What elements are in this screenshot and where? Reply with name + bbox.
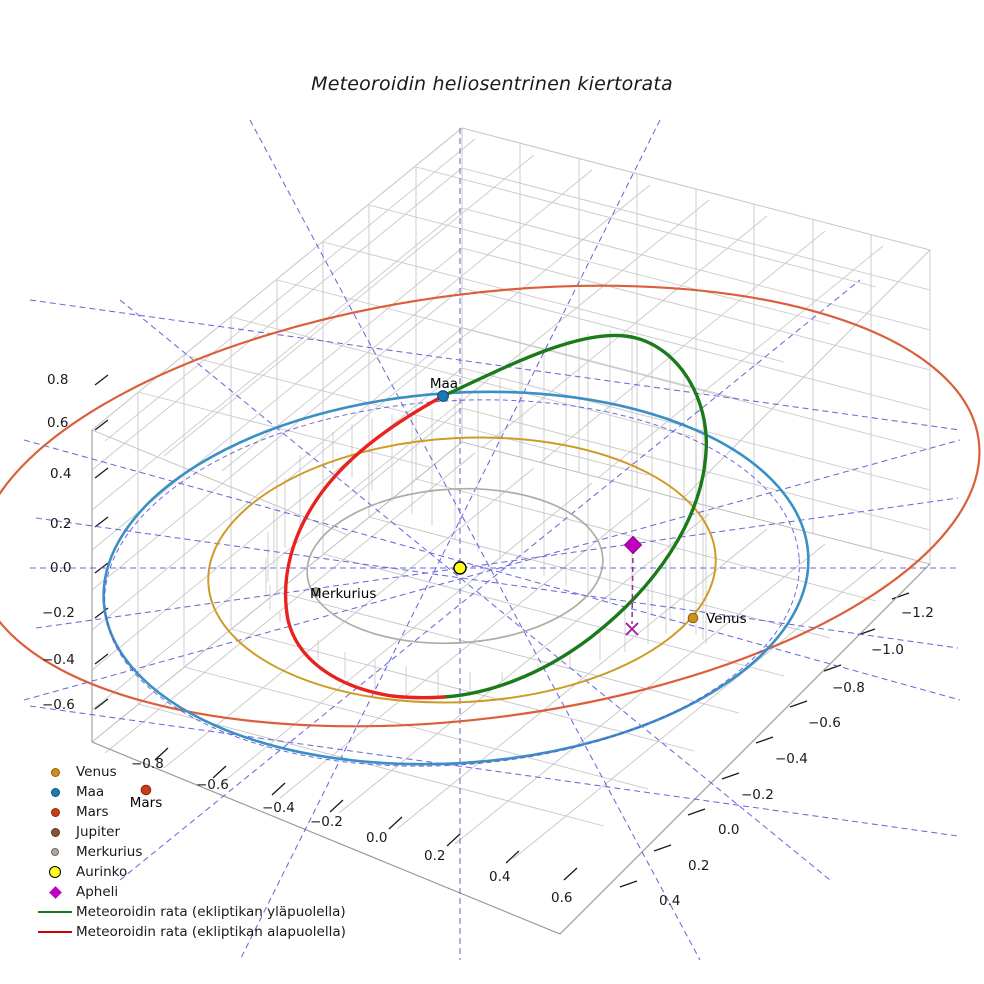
legend-marker-icon (34, 911, 76, 913)
legend-item-label: Meteoroidin rata (ekliptikan yläpuolella… (76, 904, 346, 920)
z-tick-0: 0.8 (47, 372, 68, 388)
legend-item-label: Venus (76, 764, 117, 780)
y-tick-6: −0.8 (832, 680, 865, 696)
label-mars: Mars (130, 795, 163, 811)
z-tick-6: −0.4 (42, 652, 75, 668)
legend-item-label: Mars (76, 804, 109, 820)
sun-marker[interactable] (453, 561, 467, 575)
legend-item-0[interactable]: Venus (34, 762, 354, 782)
meteoroid-orbit-above (441, 333, 709, 699)
mercury-marker[interactable] (311, 587, 321, 597)
legend-item-1[interactable]: Maa (34, 782, 354, 802)
x-tick-6: 0.4 (489, 869, 510, 885)
x-tick-1: −0.6 (196, 777, 229, 793)
legend-item-label: Aurinko (76, 864, 128, 880)
page-title: Meteoroidin heliosentrinen kiertorata (311, 73, 673, 95)
legend-item-label: Meteoroidin rata (ekliptikan alapuolella… (76, 924, 346, 940)
z-tick-5: −0.2 (42, 605, 75, 621)
legend-item-8[interactable]: Meteoroidin rata (ekliptikan alapuolella… (34, 922, 354, 942)
legend-marker-icon (34, 885, 76, 899)
meteoroid-orbit-below (283, 394, 446, 700)
earth-marker[interactable] (437, 390, 449, 402)
y-tick-4: −0.4 (775, 751, 808, 767)
label-merkurius: Merkurius (310, 586, 376, 602)
y-tick-0: 0.4 (659, 893, 680, 909)
legend-item-6[interactable]: Apheli (34, 882, 354, 902)
legend-item-4[interactable]: Merkurius (34, 842, 354, 862)
x-tick-3: −0.2 (310, 814, 343, 830)
x-tick-5: 0.2 (424, 848, 445, 864)
mars-marker[interactable] (140, 784, 152, 796)
legend-item-label: Jupiter (76, 824, 121, 840)
legend-marker-icon (34, 931, 76, 933)
z-tick-2: 0.4 (50, 466, 71, 482)
legend-item-7[interactable]: Meteoroidin rata (ekliptikan yläpuolella… (34, 902, 354, 922)
x-tick-4: 0.0 (366, 830, 387, 846)
y-tick-7: −1.0 (871, 642, 904, 658)
legend-item-5[interactable]: Aurinko (34, 862, 354, 882)
x-axis-tick-labels: −0.8 −0.6 −0.4 −0.2 0.0 0.2 0.4 0.6 (131, 756, 572, 906)
z-tick-3: 0.2 (50, 516, 71, 532)
label-maa: Maa (430, 376, 458, 392)
x-tick-7: 0.6 (551, 890, 572, 906)
legend-marker-icon (34, 848, 76, 856)
legend-item-3[interactable]: Jupiter (34, 822, 354, 842)
z-axis-tick-labels: 0.8 0.6 0.4 0.2 0.0 −0.2 −0.4 −0.6 (42, 372, 75, 713)
aphelion-dropline (625, 548, 639, 636)
y-tick-2: 0.0 (718, 822, 739, 838)
legend: Venus Maa Mars Jupiter Merkurius Aurinko Aphel… (34, 762, 354, 942)
z-tick-4: 0.0 (50, 560, 71, 576)
orbit-mars (0, 284, 981, 728)
legend-item-label: Merkurius (76, 844, 143, 860)
legend-marker-icon (34, 827, 76, 837)
venus-marker[interactable] (687, 612, 699, 624)
legend-marker-icon (34, 807, 76, 817)
legend-item-label: Maa (76, 784, 105, 800)
label-venus: Venus (706, 611, 747, 627)
orbit-venus (207, 436, 717, 704)
legend-marker-icon (34, 787, 76, 797)
x-tick-2: −0.4 (262, 800, 295, 816)
z-tick-1: 0.6 (47, 415, 68, 431)
y-tick-5: −0.6 (808, 715, 841, 731)
orbit-mercury (306, 487, 604, 645)
y-tick-3: −0.2 (741, 787, 774, 803)
y-axis-tick-labels: 0.4 0.2 0.0 −0.2 −0.4 −0.6 −0.8 −1.0 −1.2 (659, 605, 934, 909)
legend-marker-icon (34, 767, 76, 777)
legend-item-2[interactable]: Mars (34, 802, 354, 822)
legend-marker-icon (34, 866, 76, 878)
aphelion-marker[interactable] (623, 535, 643, 555)
x-tick-0: −0.8 (131, 756, 164, 772)
legend-item-label: Apheli (76, 884, 119, 900)
y-tick-1: 0.2 (688, 858, 709, 874)
y-tick-8: −1.2 (901, 605, 934, 621)
z-tick-7: −0.6 (42, 697, 75, 713)
